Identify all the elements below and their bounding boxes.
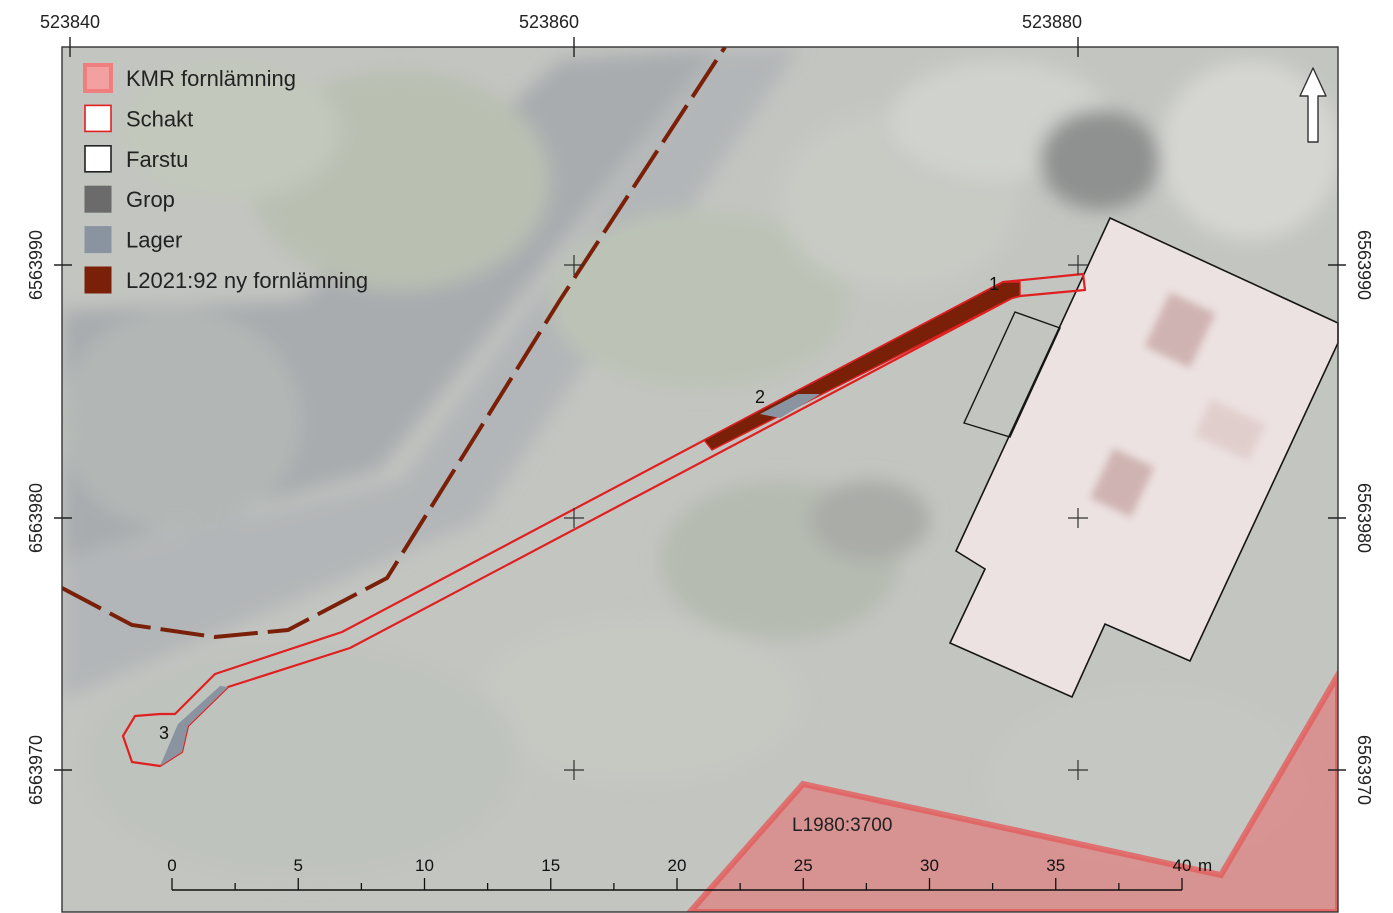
trench-label-2: 2: [755, 387, 765, 407]
scale-tick-label: 30: [920, 856, 939, 875]
legend-swatch: [84, 226, 112, 254]
legend-swatch: [84, 104, 112, 133]
scale-tick-label: 25: [794, 856, 813, 875]
scale-tick-label: 40: [1173, 856, 1192, 875]
scale-tick-label: 0: [167, 856, 176, 875]
scale-tick-label: 20: [668, 856, 687, 875]
x-tick-label: 523880: [1022, 12, 1082, 32]
map-frame: [61, 46, 1339, 913]
farstu-outline: [963, 311, 1061, 438]
trench-label-1: 1: [989, 274, 999, 294]
trench-label-3: 3: [159, 723, 169, 743]
grid-crosses: [564, 255, 1088, 780]
scale-tick-label: 5: [294, 856, 303, 875]
legend-swatch: [84, 145, 112, 173]
legend-item: KMR fornlämning: [83, 63, 296, 93]
legend-item: Farstu: [84, 145, 188, 173]
scale-tick-label: 35: [1046, 856, 1065, 875]
legend-label: KMR fornlämning: [126, 66, 296, 91]
scale-bar: 0 5 10 15 20 25 30 35 40 m: [167, 856, 1212, 891]
zone-label: L1980:3700: [792, 815, 892, 836]
x-tick-label: 523860: [519, 12, 579, 32]
legend-label: Farstu: [126, 147, 188, 172]
scale-tick-label: 10: [415, 856, 434, 875]
legend-swatch: [84, 185, 112, 213]
scale-unit: m: [1198, 856, 1212, 875]
lager-deposits: [160, 394, 820, 766]
legend-item: L2021:92 ny fornlämning: [84, 266, 368, 294]
y-tick-label-left: 6563970: [26, 735, 46, 805]
new-site-boundary-dashed: [62, 47, 727, 640]
x-axis-labels: 523840 523860 523880: [40, 12, 1082, 32]
legend-label: Grop: [126, 187, 175, 212]
legend-swatch: [83, 63, 113, 93]
legend-item: Grop: [84, 185, 175, 213]
y-tick-label-left: 6563980: [26, 483, 46, 553]
legend: KMR fornlämning Schakt Farstu Grop Lager L202…: [83, 63, 368, 294]
aerial-photo-background: [62, 47, 1338, 912]
y-tick-label-left: 6563990: [26, 230, 46, 300]
legend-item: Schakt: [84, 104, 193, 133]
legend-label: Lager: [126, 228, 182, 253]
y-axis-labels-right: 6563990 6563980 6563970: [1354, 230, 1374, 805]
y-axis-labels-left: 6563990 6563980 6563970: [26, 230, 46, 805]
y-tick-label-right: 6563980: [1354, 483, 1374, 553]
legend-label: Schakt: [126, 106, 193, 131]
north-arrow-icon: [1299, 67, 1327, 143]
y-tick-label-right: 6563990: [1354, 230, 1374, 300]
y-tick-label-right: 6563970: [1354, 735, 1374, 805]
legend-swatch: [84, 266, 112, 294]
trench-labels: 1 2 3: [159, 274, 999, 743]
legend-label: L2021:92 ny fornlämning: [126, 268, 368, 293]
scale-tick-label: 15: [541, 856, 560, 875]
x-tick-label: 523840: [40, 12, 100, 32]
frame-ticks: [54, 37, 1346, 771]
legend-item: Lager: [84, 226, 182, 254]
